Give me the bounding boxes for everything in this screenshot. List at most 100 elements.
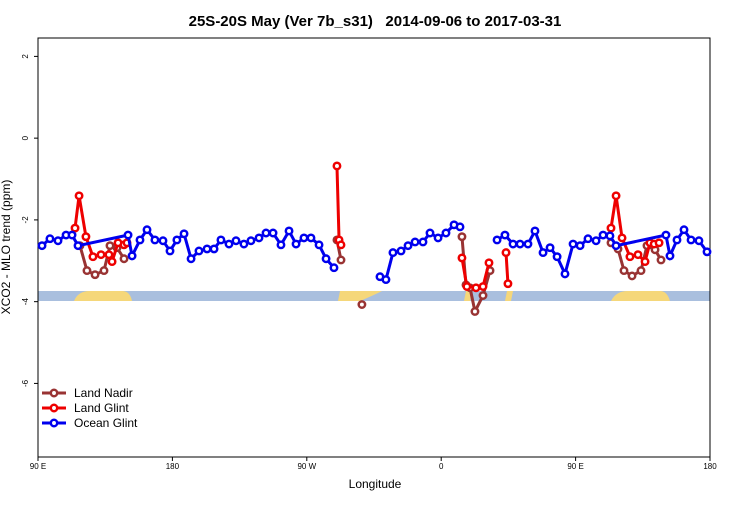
data-point (625, 252, 635, 262)
data-point (679, 225, 689, 235)
data-point (636, 266, 646, 276)
data-point (179, 229, 189, 239)
legend-marker (49, 388, 59, 398)
data-point (591, 236, 601, 246)
data-point (478, 291, 488, 300)
y-axis-label: XCO2 - MLO trend (ppm) (0, 180, 13, 315)
data-point (583, 234, 593, 244)
data-point (150, 235, 160, 245)
legend-marker (49, 418, 59, 428)
data-point (455, 222, 465, 232)
chart-title: 25S-20S May (Ver 7b_s31) 2014-09-06 to 2… (189, 13, 562, 30)
data-point (224, 239, 234, 249)
legend-marker (49, 403, 59, 413)
data-point (357, 300, 367, 309)
data-point (268, 228, 278, 238)
land-patch (611, 291, 670, 301)
data-point (104, 250, 114, 260)
data-point (665, 251, 675, 261)
data-point (702, 247, 712, 257)
y-tick-label: -4 (21, 298, 30, 306)
data-point (627, 271, 637, 281)
data-point (172, 235, 182, 245)
data-point (321, 254, 331, 264)
data-point (299, 233, 309, 243)
data-point (560, 269, 570, 279)
data-point (90, 270, 100, 280)
data-point (332, 161, 342, 171)
data-point (672, 235, 682, 245)
data-point (611, 191, 621, 201)
data-point (575, 241, 585, 251)
data-point (501, 248, 511, 258)
data-point (425, 228, 435, 238)
data-point (478, 282, 488, 291)
data-point (471, 283, 481, 293)
data-point (67, 230, 77, 240)
data-point (508, 239, 518, 249)
data-point (73, 241, 83, 251)
data-point (254, 233, 264, 243)
data-point (142, 225, 152, 235)
data-point (396, 246, 406, 256)
data-point (661, 230, 671, 240)
y-tick-label: -2 (21, 216, 30, 224)
x-tick-label: 180 (703, 462, 717, 471)
data-point (457, 253, 467, 263)
data-point (70, 223, 80, 233)
data-point (617, 233, 627, 243)
data-point (88, 252, 98, 262)
data-point (538, 248, 548, 258)
data-point (37, 241, 47, 251)
x-tick-label: 90 E (30, 462, 46, 471)
data-point (403, 241, 413, 251)
data-point (96, 250, 106, 260)
data-point (694, 236, 704, 246)
land-patch (338, 291, 382, 301)
data-point (261, 228, 271, 238)
data-point (545, 243, 555, 253)
data-point (306, 233, 316, 243)
data-point (598, 230, 608, 240)
data-point (202, 244, 212, 254)
data-point (194, 246, 204, 256)
data-point (552, 252, 562, 262)
legend-label: Ocean Glint (74, 416, 138, 430)
data-point (619, 266, 629, 276)
data-point (123, 230, 133, 240)
data-point (284, 226, 294, 236)
map-strip (38, 291, 710, 301)
data-point (329, 263, 339, 273)
y-tick-label: -6 (21, 379, 30, 387)
data-point (336, 240, 346, 250)
legend-label: Land Nadir (74, 386, 133, 400)
ocean-strip (38, 291, 710, 301)
data-point (503, 279, 513, 289)
data-point (246, 236, 256, 246)
data-point (433, 233, 443, 243)
x-tick-label: 0 (439, 462, 444, 471)
data-point (523, 239, 533, 249)
data-point (568, 239, 578, 249)
data-point (470, 307, 480, 316)
data-point (53, 236, 63, 246)
data-point (484, 258, 494, 268)
land-patch (74, 291, 132, 301)
data-point (611, 241, 621, 251)
data-point (686, 235, 696, 245)
data-point (492, 235, 502, 245)
data-point (656, 255, 666, 265)
data-point (336, 255, 346, 265)
x-tick-label: 90 E (567, 462, 583, 471)
data-point (291, 239, 301, 249)
data-point (74, 191, 84, 201)
data-point (418, 237, 428, 247)
data-point (633, 250, 643, 260)
land-patch (505, 291, 513, 301)
data-point (500, 230, 510, 240)
data-point (107, 257, 117, 267)
legend-label: Land Glint (74, 401, 129, 415)
data-point (99, 266, 109, 276)
data-point (81, 232, 91, 242)
